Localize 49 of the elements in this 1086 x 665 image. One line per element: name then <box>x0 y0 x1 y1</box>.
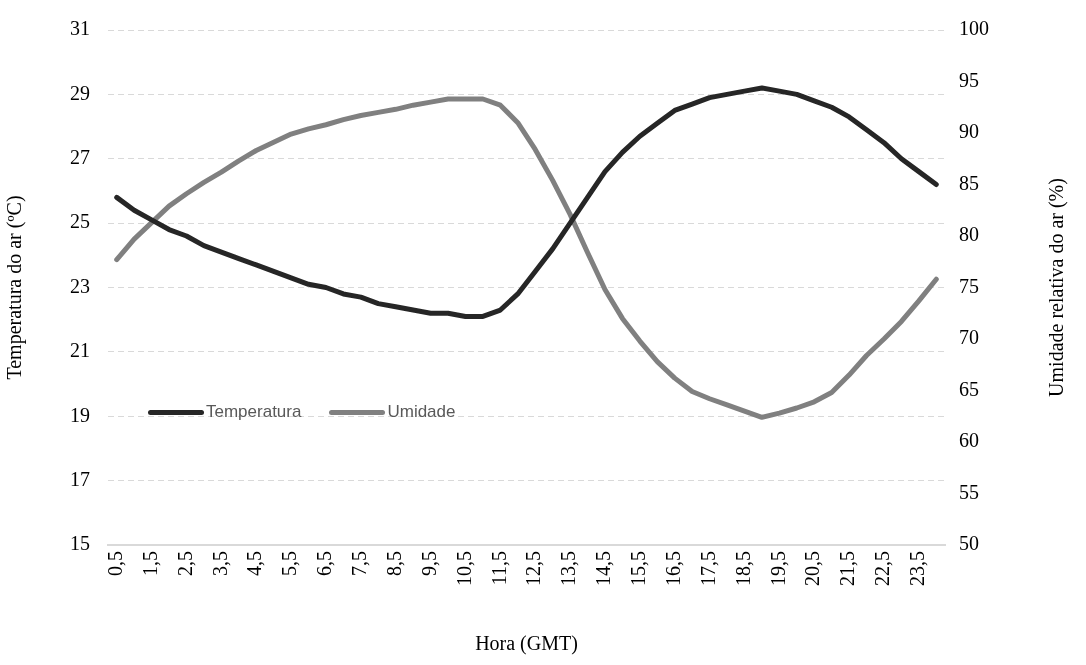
y2-tick-label: 60 <box>959 429 979 452</box>
y-tick-label: 25 <box>70 210 90 233</box>
y-tick-label: 17 <box>70 467 90 490</box>
y-tick-label: 19 <box>70 403 90 426</box>
x-axis-title: Hora (GMT) <box>475 632 578 656</box>
x-tick-label: 19,5 <box>766 551 789 586</box>
x-tick-label: 7,5 <box>348 551 371 576</box>
legend-label: Temperatura <box>206 402 302 422</box>
x-tick-label: 6,5 <box>313 551 336 576</box>
x-tick-label: 4,5 <box>243 551 266 576</box>
y2-tick-label: 70 <box>959 326 979 349</box>
y2-tick-label: 80 <box>959 223 979 246</box>
x-tick-label: 1,5 <box>138 551 161 576</box>
x-tick-label: 8,5 <box>382 551 405 576</box>
x-tick-label: 21,5 <box>836 551 859 586</box>
y2-axis-title: Umidade relativa do ar (%) <box>1045 178 1069 397</box>
x-tick-label: 2,5 <box>173 551 196 576</box>
x-tick-label: 10,5 <box>452 551 475 586</box>
y-tick-label: 21 <box>70 339 90 362</box>
x-tick-label: 3,5 <box>208 551 231 576</box>
x-tick-label: 23,5 <box>906 551 929 586</box>
x-tick-label: 9,5 <box>417 551 440 576</box>
y2-tick-label: 95 <box>959 68 979 91</box>
y-axis-title: Temperatura do ar (ºC) <box>3 195 27 380</box>
x-tick-label: 5,5 <box>278 551 301 576</box>
y2-tick-label: 75 <box>959 274 979 297</box>
y2-tick-label: 65 <box>959 377 979 400</box>
y-tick-label: 15 <box>70 532 90 555</box>
y2-tick-label: 100 <box>959 17 989 40</box>
y2-tick-label: 50 <box>959 532 979 555</box>
y-tick-label: 31 <box>70 17 90 40</box>
y-tick-label: 23 <box>70 274 90 297</box>
x-tick-label: 20,5 <box>801 551 824 586</box>
x-tick-label: 22,5 <box>871 551 894 586</box>
y2-tick-label: 55 <box>959 480 979 503</box>
y2-tick-label: 90 <box>959 120 979 143</box>
x-tick-label: 18,5 <box>731 551 754 586</box>
x-tick-label: 16,5 <box>661 551 684 586</box>
legend-label: Umidade <box>387 402 456 422</box>
x-tick-label: 0,5 <box>103 551 126 576</box>
x-tick-label: 14,5 <box>592 551 615 586</box>
y2-tick-label: 85 <box>959 171 979 194</box>
x-tick-label: 12,5 <box>522 551 545 586</box>
y-tick-label: 27 <box>70 146 90 168</box>
x-tick-label: 13,5 <box>557 551 580 586</box>
y-tick-label: 29 <box>70 81 90 104</box>
x-tick-label: 15,5 <box>627 551 650 586</box>
x-tick-label: 17,5 <box>696 551 719 586</box>
x-tick-label: 11,5 <box>487 551 510 586</box>
